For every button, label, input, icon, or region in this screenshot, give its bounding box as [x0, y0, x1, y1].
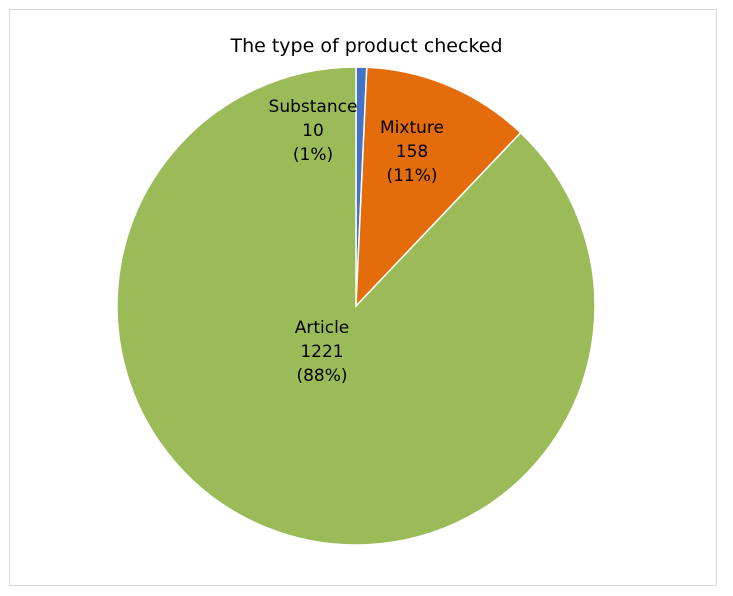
slice-label-line: 1221: [300, 342, 343, 362]
slice-label-line: Substance: [269, 97, 358, 117]
slice-label-mixture: Mixture 158 (11%): [380, 118, 444, 186]
slice-label-line: Article: [295, 318, 350, 338]
slice-label-line: (1%): [293, 145, 333, 165]
chart-frame: [9, 9, 717, 586]
slice-label-line: 10: [302, 121, 324, 141]
chart-title: The type of product checked: [230, 35, 503, 57]
slice-label-line: Mixture: [380, 118, 444, 138]
slice-label-line: (88%): [296, 366, 347, 386]
pie-slice-mixture: [355, 66, 522, 308]
slice-label-article: Article 1221 (88%): [295, 318, 350, 386]
slice-label-substance: Substance 10 (1%): [269, 97, 358, 165]
pie-slice-article: [116, 66, 596, 546]
slice-label-line: 158: [396, 142, 428, 162]
slice-label-line: (11%): [386, 166, 437, 186]
